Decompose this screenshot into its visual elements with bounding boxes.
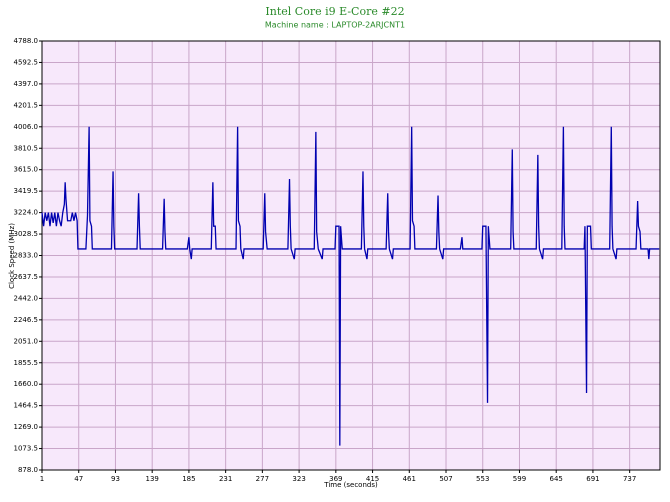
x-tick-label: 47 bbox=[74, 475, 83, 483]
x-tick-label: 93 bbox=[111, 475, 120, 483]
y-tick-label: 2051.0 bbox=[14, 337, 39, 345]
x-tick-label: 507 bbox=[439, 475, 452, 483]
x-tick-label: 185 bbox=[182, 475, 195, 483]
x-tick-label: 415 bbox=[366, 475, 379, 483]
x-tick-label: 1 bbox=[40, 475, 44, 483]
y-tick-label: 4592.5 bbox=[14, 58, 39, 66]
y-tick-label: 3028.5 bbox=[14, 230, 39, 238]
x-tick-label: 737 bbox=[623, 475, 636, 483]
x-tick-label: 691 bbox=[586, 475, 599, 483]
x-tick-label: 369 bbox=[329, 475, 342, 483]
x-axis-label: Time (seconds) bbox=[323, 481, 378, 489]
x-tick-label: 461 bbox=[403, 475, 416, 483]
y-tick-label: 2637.5 bbox=[14, 273, 39, 281]
x-tick-label: 553 bbox=[476, 475, 489, 483]
x-tick-label: 645 bbox=[550, 475, 563, 483]
y-axis-label: Clock Speed (MHz) bbox=[8, 223, 16, 289]
y-tick-label: 3224.0 bbox=[14, 209, 39, 217]
y-tick-label: 1073.5 bbox=[14, 445, 39, 453]
data-line bbox=[41, 126, 660, 446]
y-tick-label: 1855.5 bbox=[14, 359, 39, 367]
y-tick-label: 2246.5 bbox=[14, 316, 39, 324]
y-tick-label: 1660.0 bbox=[14, 380, 39, 388]
y-tick-label: 1269.0 bbox=[14, 423, 39, 431]
y-tick-label: 4788.0 bbox=[14, 37, 39, 45]
x-tick-label: 231 bbox=[219, 475, 232, 483]
y-tick-label: 3810.5 bbox=[14, 144, 39, 152]
chart-subtitle: Machine name : LAPTOP-2ARJCNT1 bbox=[265, 21, 405, 30]
y-tick-label: 4201.5 bbox=[14, 101, 39, 109]
y-tick-label: 1464.5 bbox=[14, 402, 39, 410]
y-tick-label: 3419.5 bbox=[14, 187, 39, 195]
y-tick-label: 878.0 bbox=[18, 466, 38, 474]
x-tick-label: 599 bbox=[513, 475, 526, 483]
y-tick-label: 4397.0 bbox=[14, 80, 39, 88]
y-tick-label: 2442.0 bbox=[14, 294, 39, 302]
y-tick-label: 2833.0 bbox=[14, 252, 39, 260]
x-tick-label: 323 bbox=[292, 475, 305, 483]
y-tick-label: 3615.0 bbox=[14, 166, 39, 174]
x-tick-label: 139 bbox=[145, 475, 158, 483]
x-tick-label: 277 bbox=[256, 475, 269, 483]
plot-border bbox=[41, 40, 661, 471]
y-tick-label: 4006.0 bbox=[14, 123, 39, 131]
chart-title: Intel Core i9 E-Core #22 bbox=[265, 5, 404, 18]
